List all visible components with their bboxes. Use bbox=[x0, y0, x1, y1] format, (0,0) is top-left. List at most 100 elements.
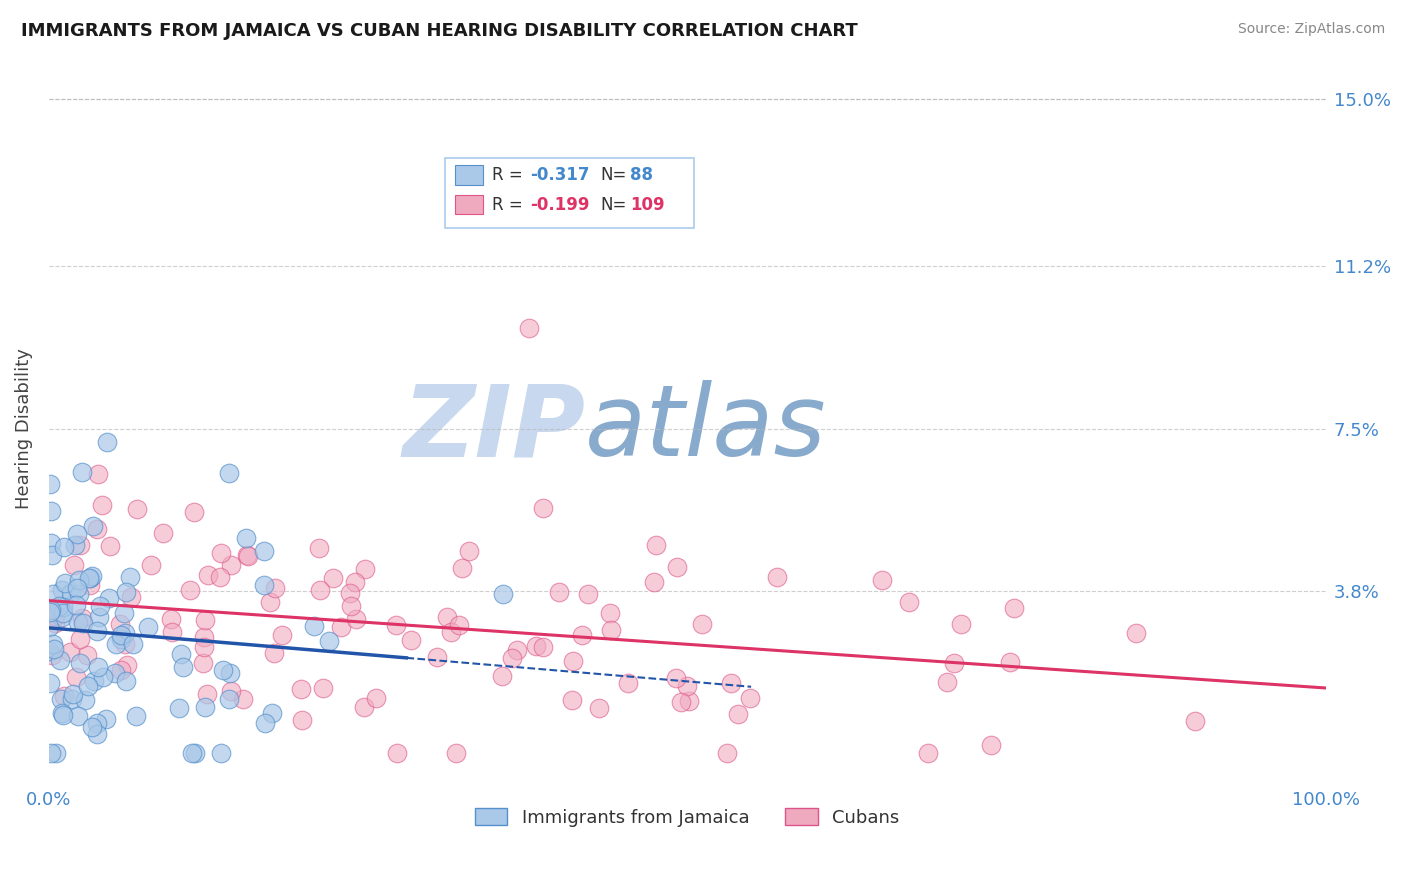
Point bbox=[82, 720, 104, 734]
Point bbox=[870, 573, 893, 587]
Point bbox=[676, 679, 699, 693]
Point bbox=[66, 527, 89, 541]
Point bbox=[716, 746, 738, 760]
Point bbox=[181, 746, 204, 760]
Point bbox=[720, 676, 742, 690]
Point bbox=[561, 692, 583, 706]
Point bbox=[344, 574, 367, 589]
Point bbox=[48, 599, 70, 613]
Point bbox=[322, 571, 344, 585]
Point bbox=[77, 679, 100, 693]
Point bbox=[104, 665, 127, 680]
Point bbox=[692, 617, 714, 632]
Text: -0.317: -0.317 bbox=[530, 166, 589, 184]
FancyBboxPatch shape bbox=[444, 158, 693, 228]
Point bbox=[90, 498, 112, 512]
Point bbox=[70, 610, 93, 624]
Text: atlas: atlas bbox=[585, 380, 827, 477]
Point bbox=[218, 466, 240, 480]
Point bbox=[671, 695, 693, 709]
Point bbox=[209, 546, 232, 560]
Point bbox=[51, 583, 73, 598]
Point bbox=[39, 603, 62, 617]
Point bbox=[457, 544, 479, 558]
Point bbox=[172, 660, 194, 674]
Point bbox=[86, 624, 108, 638]
Point bbox=[491, 669, 513, 683]
Point bbox=[38, 620, 60, 634]
Bar bbox=[456, 165, 484, 185]
Point bbox=[236, 549, 259, 564]
Point bbox=[121, 637, 143, 651]
Point bbox=[42, 587, 65, 601]
Point bbox=[451, 561, 474, 575]
Point bbox=[162, 625, 184, 640]
Point bbox=[63, 538, 86, 552]
Point bbox=[94, 712, 117, 726]
Point bbox=[302, 619, 325, 633]
Point bbox=[38, 476, 60, 491]
Point bbox=[77, 571, 100, 585]
Text: R =: R = bbox=[492, 166, 527, 184]
Point bbox=[65, 670, 87, 684]
Point bbox=[446, 746, 468, 760]
Point bbox=[80, 569, 103, 583]
Point bbox=[665, 559, 688, 574]
Point bbox=[179, 582, 201, 597]
Text: ZIP: ZIP bbox=[402, 380, 585, 477]
Point bbox=[561, 654, 583, 668]
Point bbox=[385, 618, 408, 632]
Text: Source: ZipAtlas.com: Source: ZipAtlas.com bbox=[1237, 22, 1385, 37]
Point bbox=[98, 591, 121, 605]
Point bbox=[45, 746, 67, 760]
Point bbox=[194, 699, 217, 714]
Point bbox=[115, 584, 138, 599]
Point bbox=[290, 681, 312, 696]
Point bbox=[998, 656, 1021, 670]
Point bbox=[519, 320, 541, 334]
Point bbox=[91, 670, 114, 684]
Point bbox=[221, 558, 243, 573]
Point bbox=[51, 706, 73, 720]
Point bbox=[236, 548, 259, 562]
Point bbox=[52, 541, 75, 555]
Point bbox=[72, 615, 94, 630]
Text: N=: N= bbox=[600, 195, 627, 213]
Point bbox=[309, 583, 332, 598]
Point bbox=[264, 582, 287, 596]
Text: IMMIGRANTS FROM JAMAICA VS CUBAN HEARING DISABILITY CORRELATION CHART: IMMIGRANTS FROM JAMAICA VS CUBAN HEARING… bbox=[21, 22, 858, 40]
Point bbox=[183, 505, 205, 519]
Point bbox=[108, 617, 131, 632]
Point bbox=[51, 610, 73, 624]
Point bbox=[41, 648, 63, 662]
Point bbox=[219, 665, 242, 680]
Point bbox=[136, 620, 159, 634]
Point bbox=[766, 570, 789, 584]
Point bbox=[271, 628, 294, 642]
Point bbox=[262, 706, 284, 720]
Point bbox=[86, 727, 108, 741]
Point bbox=[114, 626, 136, 640]
Point bbox=[401, 633, 423, 648]
Point bbox=[531, 640, 554, 654]
Point bbox=[548, 585, 571, 599]
Point bbox=[193, 656, 215, 670]
Point bbox=[76, 648, 98, 662]
Point bbox=[195, 687, 218, 701]
Point bbox=[426, 650, 449, 665]
Point bbox=[110, 632, 132, 646]
Text: 88: 88 bbox=[630, 166, 652, 184]
Point bbox=[1002, 601, 1025, 615]
Point bbox=[353, 700, 375, 714]
Point bbox=[209, 570, 232, 584]
Point bbox=[235, 531, 257, 545]
Point bbox=[125, 501, 148, 516]
Point bbox=[169, 701, 191, 715]
Point bbox=[87, 467, 110, 482]
Point bbox=[440, 624, 463, 639]
Point bbox=[253, 544, 276, 558]
Point bbox=[211, 663, 233, 677]
Point bbox=[70, 466, 93, 480]
Y-axis label: Hearing Disability: Hearing Disability bbox=[15, 348, 32, 509]
Point bbox=[740, 691, 762, 706]
